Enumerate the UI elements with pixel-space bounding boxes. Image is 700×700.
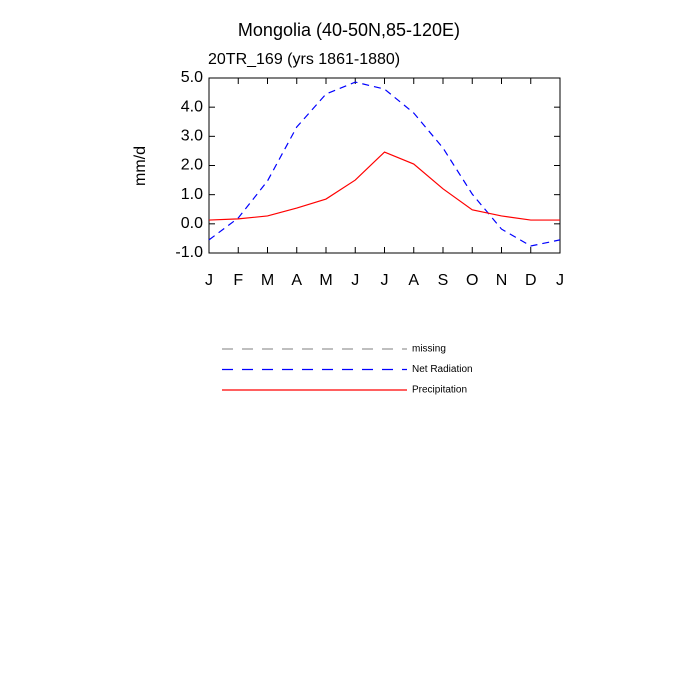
y-axis-label: mm/d <box>132 146 149 186</box>
x-tick-label: J <box>205 272 213 289</box>
x-tick-label: J <box>556 272 564 289</box>
chart-title: Mongolia (40-50N,85-120E) <box>238 20 460 40</box>
x-tick-label: A <box>408 272 419 289</box>
y-tick-label: 1.0 <box>181 186 203 203</box>
x-tick-label: A <box>291 272 302 289</box>
plot-frame <box>208 77 561 254</box>
y-tick-label: -1.0 <box>175 244 203 261</box>
x-tick-label: O <box>466 272 478 289</box>
legend-label: Precipitation <box>412 385 467 396</box>
data-line <box>208 151 560 221</box>
y-tick-label: 3.0 <box>181 128 203 145</box>
y-tick-label: 0.0 <box>181 215 203 232</box>
x-tick-label: F <box>233 272 243 289</box>
y-tick-label: 5.0 <box>181 69 203 86</box>
chart-subtitle: 20TR_169 (yrs 1861-1880) <box>208 51 400 68</box>
x-tick-label: J <box>351 272 359 289</box>
data-line <box>208 81 561 247</box>
x-tick-label: N <box>496 272 508 289</box>
x-tick-label: M <box>319 272 332 289</box>
x-tick-label: D <box>525 272 537 289</box>
legend-label: missing <box>412 344 446 355</box>
x-tick-label: J <box>381 272 389 289</box>
y-tick-label: 4.0 <box>181 98 203 115</box>
legend-label: Net Radiation <box>412 364 473 375</box>
x-tick-label: S <box>438 272 449 289</box>
x-tick-label: M <box>261 272 274 289</box>
y-tick-label: 2.0 <box>181 157 203 174</box>
